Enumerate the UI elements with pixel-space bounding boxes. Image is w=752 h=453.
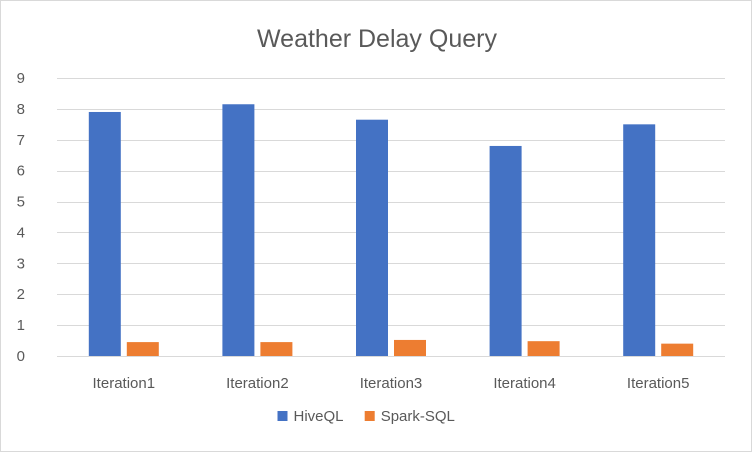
bar-spark-sql-1 (126, 342, 159, 356)
bar-hiveql-2 (222, 104, 255, 356)
y-tick-label: 3 (17, 255, 25, 272)
y-tick-label: 9 (17, 70, 25, 87)
x-category-label: Iteration3 (360, 375, 423, 392)
x-category-label: Iteration5 (627, 375, 690, 392)
bar-spark-sql-5 (661, 343, 694, 356)
y-tick-label: 8 (17, 101, 25, 118)
y-tick-label: 6 (17, 163, 25, 180)
chart-title: Weather Delay Query (257, 25, 497, 53)
y-tick-label: 5 (17, 194, 25, 211)
x-category-label: Iteration4 (493, 375, 556, 392)
bar-spark-sql-3 (394, 339, 426, 356)
y-tick-label: 1 (17, 317, 25, 334)
y-axis-ticks: 0 1 2 3 4 5 6 7 8 9 (17, 70, 25, 365)
y-tick-label: 0 (17, 348, 25, 365)
gridlines (57, 78, 725, 357)
y-tick-label: 7 (17, 132, 25, 149)
bar-hiveql-3 (356, 119, 388, 356)
legend-swatch (277, 411, 288, 421)
bars (88, 104, 694, 356)
bar-hiveql-5 (623, 124, 656, 356)
bar-spark-sql-4 (527, 341, 560, 356)
legend-label: Spark-SQL (381, 408, 455, 425)
legend-label: HiveQL (294, 408, 344, 425)
bar-hiveql-1 (88, 111, 121, 356)
bar-hiveql-4 (489, 145, 522, 356)
bar-spark-sql-2 (260, 342, 293, 356)
y-tick-label: 4 (17, 224, 25, 241)
x-category-label: Iteration2 (226, 375, 289, 392)
legend: HiveQL Spark-SQL (277, 408, 455, 425)
y-tick-label: 2 (17, 286, 25, 303)
x-axis-categories: Iteration1 Iteration2 Iteration3 Iteration4… (93, 375, 690, 392)
x-category-label: Iteration1 (93, 375, 156, 392)
legend-swatch (364, 411, 375, 421)
